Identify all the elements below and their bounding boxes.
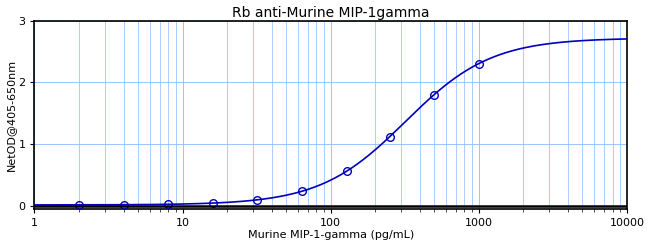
Y-axis label: NetOD@405-650nm: NetOD@405-650nm [6,59,16,171]
Title: Rb anti-Murine MIP-1gamma: Rb anti-Murine MIP-1gamma [232,6,430,19]
X-axis label: Murine MIP-1-gamma (pg/mL): Murine MIP-1-gamma (pg/mL) [248,231,414,240]
